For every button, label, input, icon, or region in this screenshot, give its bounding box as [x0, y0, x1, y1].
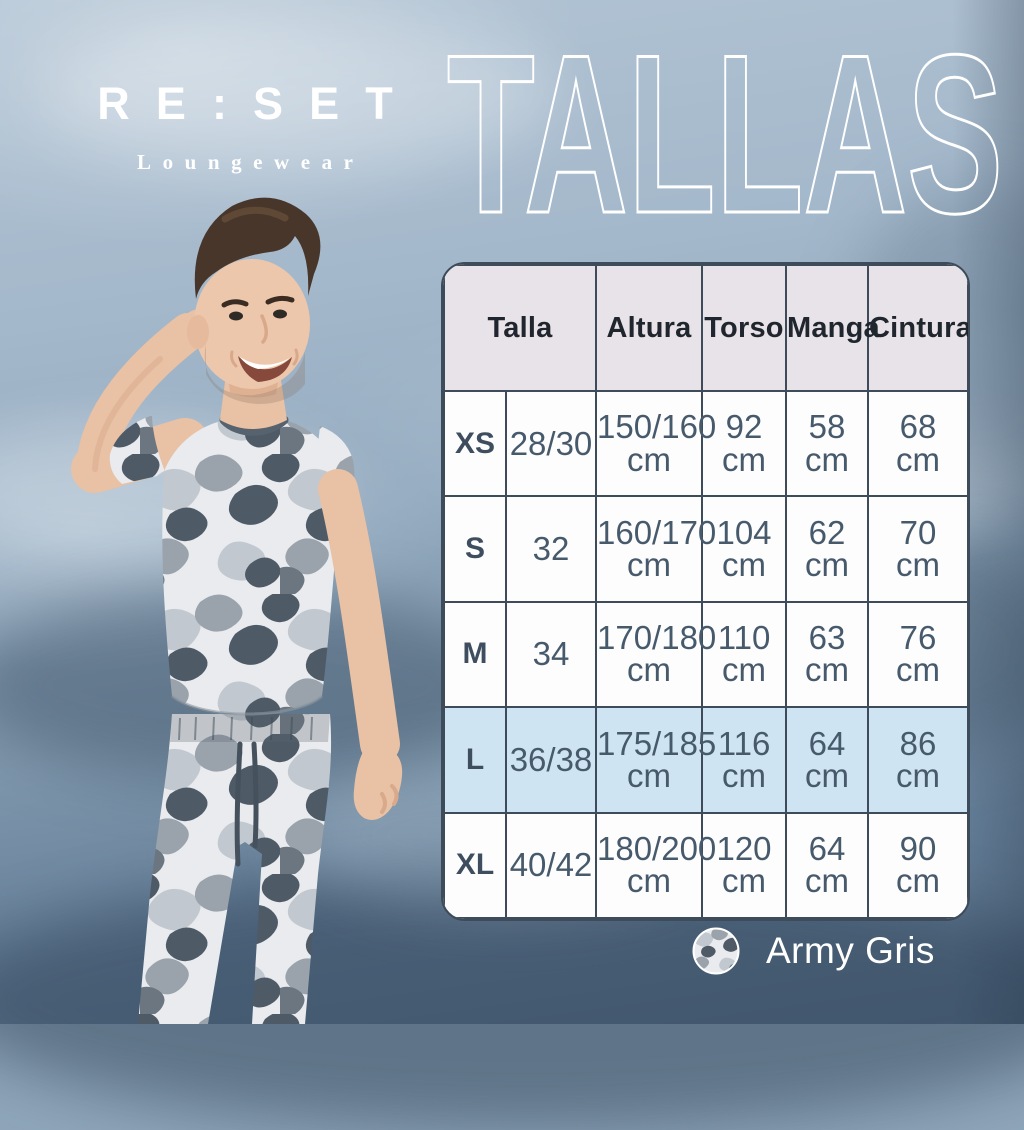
- cintura-value-cell: 90 cm: [867, 811, 968, 919]
- cintura-value-cell: 68 cm: [867, 389, 968, 498]
- measure-value: 58: [808, 408, 846, 446]
- measure-value: 68: [899, 408, 937, 446]
- measure-value: 104: [716, 513, 772, 551]
- measure-unit: cm: [896, 862, 940, 900]
- size-table: Talla Altura Torso Manga Cintura XS 28/3…: [441, 262, 970, 921]
- talla-value-cell: 34: [505, 600, 597, 709]
- measure-unit: cm: [627, 756, 671, 794]
- measure-unit: cm: [896, 651, 940, 689]
- measure-unit: cm: [896, 756, 940, 794]
- measure-value: 70: [899, 513, 937, 551]
- manga-value-cell: 62 cm: [785, 495, 869, 603]
- measure-value: 160/170: [597, 513, 717, 551]
- measure-unit: cm: [627, 651, 671, 689]
- altura-value-cell: 170/180 cm: [595, 600, 717, 709]
- size-row-l: L 36/38 175/185 cm 116 cm 64 cm 86 cm: [443, 706, 968, 814]
- measure-unit: cm: [722, 546, 766, 584]
- page-title: TALLAS: [446, 42, 1005, 234]
- talla-value-cell: 40/42: [505, 811, 597, 919]
- cintura-value-cell: 86 cm: [867, 706, 968, 814]
- size-label-cell: L: [443, 706, 507, 814]
- torso-value-cell: 120 cm: [701, 811, 787, 919]
- manga-value-cell: 58 cm: [785, 389, 869, 498]
- measure-unit: cm: [805, 756, 849, 794]
- model-face: [187, 197, 321, 429]
- altura-value-cell: 150/160 cm: [595, 389, 717, 498]
- talla-value-cell: 32: [505, 495, 597, 603]
- size-label-cell: XL: [443, 811, 507, 919]
- measure-unit: cm: [722, 440, 766, 478]
- altura-value-cell: 180/200 cm: [595, 811, 717, 919]
- measure-value: 175/185: [597, 724, 717, 762]
- size-row-m: M 34 170/180 cm 110 cm 63 cm 76 cm: [443, 600, 968, 709]
- size-label-cell: XS: [443, 389, 507, 498]
- size-label-cell: M: [443, 600, 507, 709]
- model-photo: [71, 197, 403, 1024]
- measure-unit: cm: [627, 862, 671, 900]
- measure-value: 76: [899, 619, 937, 657]
- measure-value: 64: [808, 724, 846, 762]
- header-cell-manga: Manga: [785, 264, 880, 392]
- size-label-cell: S: [443, 495, 507, 603]
- manga-value-cell: 64 cm: [785, 706, 869, 814]
- measure-value: 120: [716, 829, 772, 867]
- brand-tagline: Loungewear: [137, 150, 365, 174]
- measure-value: 180/200: [597, 829, 717, 867]
- brand-logo: RE:SET Loungewear: [55, 78, 435, 175]
- measure-unit: cm: [627, 546, 671, 584]
- talla-value-cell: 36/38: [505, 706, 597, 814]
- measure-value: 110: [717, 619, 771, 657]
- measure-value: 62: [808, 513, 846, 551]
- measure-unit: cm: [805, 440, 849, 478]
- camo-swatch-icon: [692, 927, 740, 975]
- measure-value: 64: [808, 829, 846, 867]
- measure-unit: cm: [722, 651, 766, 689]
- manga-value-cell: 64 cm: [785, 811, 869, 919]
- size-row-xl: XL 40/42 180/200 cm 120 cm 64 cm 90 cm: [443, 811, 968, 919]
- torso-value-cell: 92 cm: [701, 389, 787, 498]
- measure-unit: cm: [627, 440, 671, 478]
- measure-value: 116: [717, 724, 771, 762]
- measure-unit: cm: [722, 862, 766, 900]
- colorway-label: Army Gris: [766, 930, 935, 971]
- altura-value-cell: 175/185 cm: [595, 706, 717, 814]
- torso-value-cell: 104 cm: [701, 495, 787, 603]
- colorway: Army Gris: [692, 927, 935, 975]
- size-row-xs: XS 28/30 150/160 cm 92 cm 58 cm 68 cm: [443, 389, 968, 498]
- torso-value-cell: 110 cm: [701, 600, 787, 709]
- measure-unit: cm: [896, 440, 940, 478]
- header-cell-talla: Talla: [443, 264, 597, 392]
- talla-value-cell: 28/30: [505, 389, 597, 498]
- measure-unit: cm: [805, 862, 849, 900]
- measure-value: 86: [899, 724, 937, 762]
- measure-value: 150/160: [597, 408, 717, 446]
- measure-unit: cm: [896, 546, 940, 584]
- torso-value-cell: 116 cm: [701, 706, 787, 814]
- measure-value: 90: [899, 829, 937, 867]
- altura-value-cell: 160/170 cm: [595, 495, 717, 603]
- page-title-text: TALLAS: [447, 42, 1003, 234]
- model-left-arm: [318, 469, 403, 820]
- brand-name: RE:SET: [97, 78, 419, 129]
- cloud-shape: [40, 20, 560, 170]
- cintura-value-cell: 70 cm: [867, 495, 968, 603]
- size-row-s: S 32 160/170 cm 104 cm 62 cm 70 cm: [443, 495, 968, 603]
- header-cell-torso: Torso: [701, 264, 787, 392]
- header-cell-altura: Altura: [595, 264, 703, 392]
- measure-unit: cm: [722, 756, 766, 794]
- measure-unit: cm: [805, 546, 849, 584]
- camo-pants: [138, 714, 332, 1024]
- measure-value: 63: [808, 619, 846, 657]
- measure-value: 92: [725, 408, 763, 446]
- cintura-value-cell: 76 cm: [867, 600, 968, 709]
- measure-unit: cm: [805, 651, 849, 689]
- camo-shirt: [109, 415, 355, 716]
- table-header-row: Talla Altura Torso Manga Cintura: [443, 264, 968, 392]
- header-cell-cintura: Cintura: [867, 264, 968, 392]
- manga-value-cell: 63 cm: [785, 600, 869, 709]
- measure-value: 170/180: [597, 619, 717, 657]
